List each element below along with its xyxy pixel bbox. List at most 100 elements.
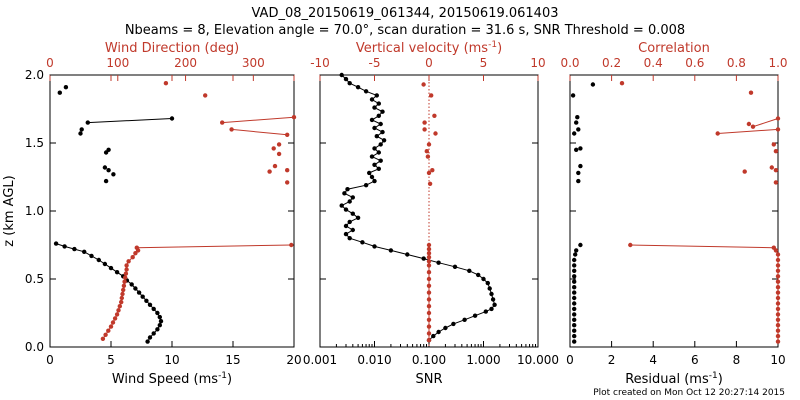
series-wind-direction-scattered	[163, 81, 290, 185]
data-point	[572, 263, 577, 268]
data-point	[405, 252, 410, 257]
data-point	[108, 265, 114, 271]
data-point	[145, 339, 150, 344]
data-point	[436, 260, 441, 265]
data-point	[82, 249, 87, 254]
data-point	[144, 298, 149, 303]
data-point	[715, 131, 720, 136]
data-point	[775, 274, 781, 279]
data-point	[572, 257, 577, 263]
data-point	[775, 295, 781, 301]
data-point	[151, 306, 156, 312]
data-point	[467, 268, 472, 273]
series-line	[630, 244, 779, 342]
data-point	[155, 310, 160, 316]
series-correlation-upper-2	[715, 127, 781, 136]
data-point	[769, 165, 774, 170]
data-point	[742, 169, 747, 174]
data-point	[372, 178, 377, 184]
x-tick-label: 10	[164, 353, 179, 367]
top-axis-label: Wind Direction (deg)	[105, 41, 239, 56]
data-point	[372, 146, 377, 151]
y-tick-label: 0.5	[25, 272, 44, 286]
data-point	[157, 323, 162, 328]
data-point	[775, 116, 781, 121]
data-point	[775, 127, 781, 132]
data-point	[106, 168, 111, 173]
data-point	[771, 245, 776, 250]
data-point	[576, 170, 581, 176]
data-point	[436, 329, 441, 335]
data-point	[355, 85, 361, 90]
data-point	[775, 317, 781, 322]
data-point	[426, 270, 432, 275]
data-point	[220, 120, 225, 125]
series-wind-direction-upper-2	[229, 127, 290, 137]
data-point	[430, 168, 435, 173]
data-point	[750, 124, 756, 129]
footer-text: Plot created on Mon Oct 12 20:27:14 2015	[593, 388, 785, 398]
data-point	[775, 268, 781, 273]
data-point	[426, 283, 432, 288]
x-axis-label: Residual (ms-1)	[625, 371, 723, 387]
data-point	[103, 178, 109, 184]
panel-frame	[49, 74, 295, 348]
data-point	[426, 331, 432, 336]
x-tick-label: 10	[770, 353, 785, 367]
data-point	[424, 149, 429, 154]
data-point	[426, 324, 432, 329]
data-point	[276, 142, 282, 147]
data-point	[575, 115, 580, 120]
series-line	[340, 74, 496, 341]
x-tick-label: 5	[107, 353, 115, 367]
data-point	[116, 308, 121, 313]
data-point	[576, 127, 581, 132]
data-point	[426, 170, 432, 176]
data-point	[369, 154, 375, 159]
data-point	[572, 323, 577, 328]
data-point	[267, 169, 272, 174]
data-point	[426, 251, 432, 256]
series-line	[87, 118, 173, 124]
data-point	[347, 236, 352, 241]
data-point	[578, 163, 583, 169]
data-point	[426, 276, 432, 282]
data-point	[117, 304, 123, 309]
panel-frame	[569, 74, 779, 348]
data-point	[572, 279, 577, 284]
data-point	[347, 81, 352, 86]
data-point	[363, 89, 369, 94]
x-tick-label: 0	[46, 353, 54, 367]
data-point	[472, 313, 478, 318]
data-point	[372, 244, 377, 249]
data-point	[426, 304, 432, 309]
data-point	[628, 242, 633, 248]
data-point	[121, 287, 126, 293]
data-point	[388, 248, 394, 253]
series-line	[717, 128, 779, 134]
data-point	[289, 242, 294, 248]
data-point	[151, 331, 156, 336]
series-snr	[339, 72, 497, 343]
data-point	[476, 272, 481, 278]
data-point	[378, 158, 383, 163]
series-residual	[570, 82, 596, 344]
top-tick-label: 1.0	[768, 56, 787, 70]
top-tick-label: 0.6	[685, 56, 704, 70]
data-point	[429, 93, 434, 98]
data-point	[374, 134, 379, 139]
data-point	[363, 183, 369, 188]
data-point	[360, 240, 365, 245]
series-correlation	[628, 242, 781, 344]
data-point	[572, 333, 577, 339]
y-tick-label: 2.0	[25, 68, 44, 82]
data-point	[291, 115, 297, 120]
data-point	[285, 132, 290, 137]
data-point	[578, 146, 583, 151]
data-point	[378, 142, 383, 147]
data-point	[285, 168, 290, 173]
data-point	[421, 256, 426, 261]
data-point	[773, 180, 779, 185]
